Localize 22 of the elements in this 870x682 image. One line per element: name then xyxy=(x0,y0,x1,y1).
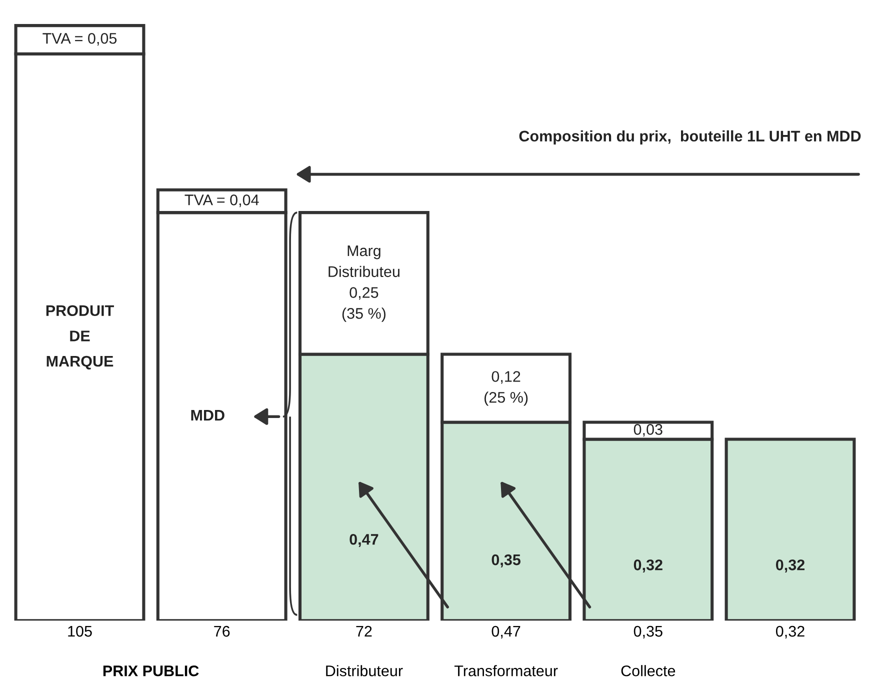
x-tick-label: 0,47 xyxy=(492,626,520,639)
data-label: TVA = 0,04 xyxy=(184,194,259,208)
x-tick-label: 72 xyxy=(356,626,372,637)
annotation: Composition du prix, bouteille 1L UHT en MDD xyxy=(519,130,861,145)
x-tick-label: 0,35 xyxy=(634,626,662,639)
data-label: 0,32 xyxy=(634,559,662,573)
text: Distributeur xyxy=(326,665,403,676)
text: Collecte xyxy=(621,665,676,676)
x-tick-label: 76 xyxy=(214,626,230,637)
data-label: 0,47 xyxy=(350,534,378,548)
data-label: 0,32 xyxy=(776,559,805,573)
data-label: 0,35 xyxy=(492,554,520,568)
x-tick-label: 105 xyxy=(68,626,92,637)
data-label: 0,03 xyxy=(634,424,662,437)
data-label: MDD xyxy=(191,410,224,421)
text: PRIX PUBLIC xyxy=(103,665,199,676)
data-label: 0,12 (25 %) xyxy=(484,371,528,406)
data-label: TVA = 0,05 xyxy=(42,32,117,46)
x-tick-label: 0,32 xyxy=(776,626,804,639)
data-label: Marg Distributeu 0,25 (35 %) xyxy=(328,246,400,322)
data-label: PRODUIT DE MARQUE xyxy=(46,305,114,370)
text: Transformateur xyxy=(454,665,558,676)
